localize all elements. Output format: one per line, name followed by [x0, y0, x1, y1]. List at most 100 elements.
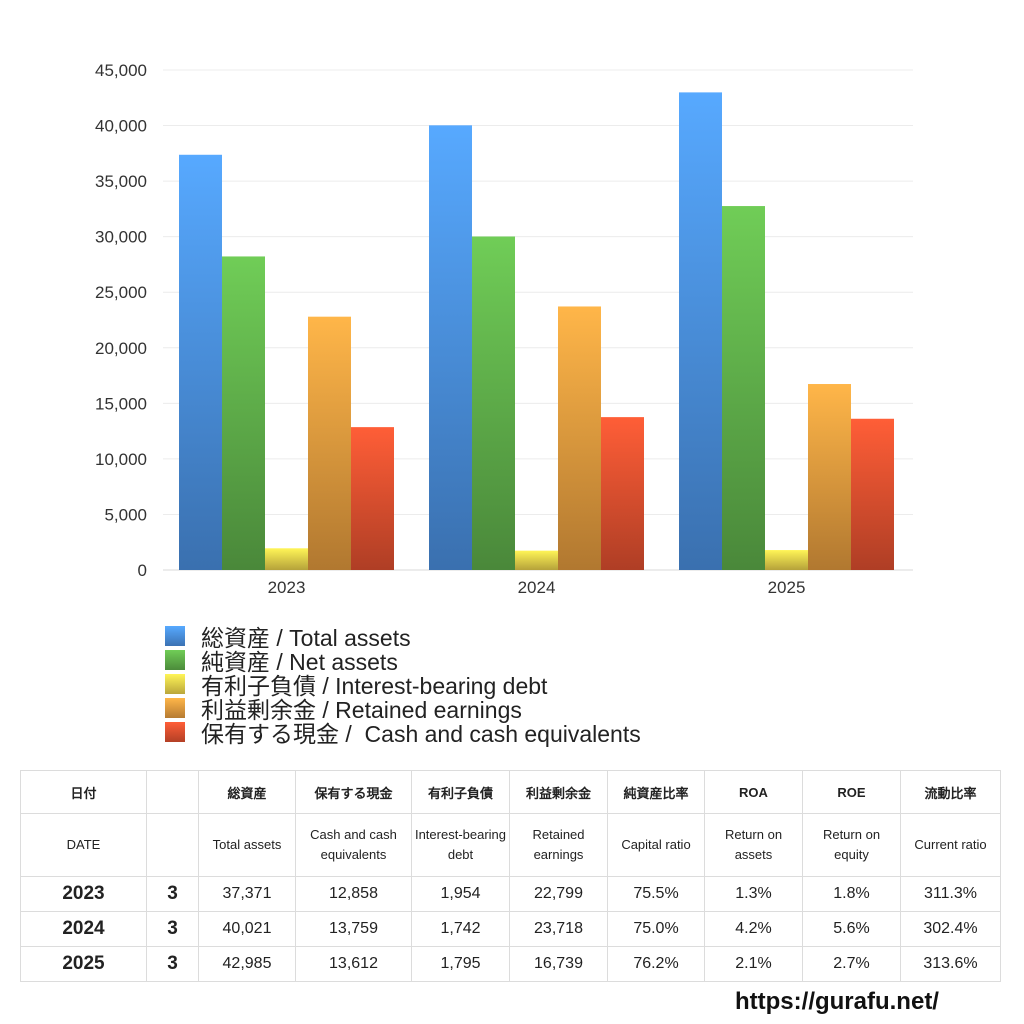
bar — [679, 92, 722, 570]
table-cell: DATE — [20, 813, 147, 877]
table-cell: 40,021 — [198, 911, 296, 947]
bar — [601, 417, 644, 570]
legend-label: 利益剰余金 / Retained earnings — [201, 697, 522, 723]
bar — [429, 125, 472, 571]
bar — [308, 316, 351, 570]
table-cell — [146, 770, 199, 814]
bar — [179, 154, 222, 570]
y-tick-label: 40,000 — [95, 117, 147, 136]
bar — [515, 550, 558, 570]
table-cell: 3 — [146, 946, 199, 982]
table-cell: Return on assets — [704, 813, 803, 877]
table-cell: 1.3% — [704, 876, 803, 912]
table-cell: Current ratio — [900, 813, 1001, 877]
table-cell: 流動比率 — [900, 770, 1001, 814]
table-cell: 42,985 — [198, 946, 296, 982]
legend-swatch — [165, 626, 185, 646]
table-cell: 2024 — [20, 911, 147, 947]
table-header-en: DATE Total assets Cash and cash equivalent… — [20, 813, 1001, 877]
bar — [222, 256, 265, 570]
legend-swatch — [165, 650, 185, 670]
legend-label: 有利子負債 / Interest-bearing debt — [201, 673, 548, 699]
table-cell: 302.4% — [900, 911, 1001, 947]
table-row: 2025 3 42,985 13,612 1,795 16,739 76.2% 2.1% 2.7… — [20, 946, 1001, 982]
table-cell: Retained earnings — [509, 813, 608, 877]
table-cell: 1,795 — [411, 946, 510, 982]
table-cell: 2.7% — [802, 946, 901, 982]
y-tick-label: 45,000 — [95, 61, 147, 80]
table-cell: 12,858 — [295, 876, 412, 912]
bar — [851, 418, 894, 570]
legend-swatch — [165, 722, 185, 742]
legend-item: 有利子負債 / Interest-bearing debt — [165, 672, 641, 699]
table-cell: 総資産 — [198, 770, 296, 814]
y-tick-label: 25,000 — [95, 283, 147, 302]
table-cell: 76.2% — [607, 946, 705, 982]
y-tick-label: 0 — [138, 561, 147, 580]
table-cell: 1,742 — [411, 911, 510, 947]
bars — [179, 92, 894, 571]
table-cell: 313.6% — [900, 946, 1001, 982]
table-cell: 2.1% — [704, 946, 803, 982]
y-tick-label: 5,000 — [104, 505, 147, 524]
bar — [808, 384, 851, 570]
table-cell: 75.0% — [607, 911, 705, 947]
table-cell: 5.6% — [802, 911, 901, 947]
legend-item: 総資産 / Total assets — [165, 624, 641, 651]
table-cell: 保有する現金 — [295, 770, 412, 814]
table-cell: 37,371 — [198, 876, 296, 912]
table-cell: 23,718 — [509, 911, 608, 947]
y-tick-label: 10,000 — [95, 450, 147, 469]
legend-item: 利益剰余金 / Retained earnings — [165, 696, 641, 723]
table-cell: 1.8% — [802, 876, 901, 912]
table-cell: 利益剰余金 — [509, 770, 608, 814]
table-cell: Cash and cash equivalents — [295, 813, 412, 877]
table-cell: 311.3% — [900, 876, 1001, 912]
table-cell: 純資産比率 — [607, 770, 705, 814]
table-cell: 有利子負債 — [411, 770, 510, 814]
table-cell: Return on equity — [802, 813, 901, 877]
table-cell — [146, 813, 199, 877]
bar — [558, 306, 601, 570]
table-cell: 4.2% — [704, 911, 803, 947]
y-tick-label: 20,000 — [95, 339, 147, 358]
x-axis-ticks: 2023 2024 2025 — [268, 578, 806, 597]
watermark-url: https://gurafu.net/ — [735, 988, 939, 1015]
x-tick-label: 2024 — [518, 578, 556, 597]
bar-chart: 45,000 40,000 35,000 30,000 25,000 20,000 15,0… — [95, 61, 913, 597]
table-cell: 13,612 — [295, 946, 412, 982]
table-cell: 3 — [146, 876, 199, 912]
bar — [265, 548, 308, 570]
legend-item: 保有する現金 / Cash and cash equivalents — [165, 720, 641, 747]
legend: 総資産 / Total assets 純資産 / Net assets 有利子負債 … — [165, 624, 641, 747]
table-row: 2024 3 40,021 13,759 1,742 23,718 75.0% 4.2% 5.6… — [20, 911, 1001, 947]
x-tick-label: 2025 — [768, 578, 806, 597]
table-row: 2023 3 37,371 12,858 1,954 22,799 75.5% 1.3% 1.8… — [20, 876, 1001, 912]
table-cell: Capital ratio — [607, 813, 705, 877]
table-cell: 16,739 — [509, 946, 608, 982]
legend-swatch — [165, 674, 185, 694]
bar — [351, 427, 394, 570]
grid-lines — [163, 69, 913, 571]
table-cell: 13,759 — [295, 911, 412, 947]
table-cell: 22,799 — [509, 876, 608, 912]
legend-label: 総資産 / Total assets — [201, 625, 411, 651]
bar — [722, 206, 765, 571]
legend-swatch — [165, 698, 185, 718]
table-header-jp: 日付 総資産 保有する現金 有利子負債 利益剰余金 純資産比率 ROA ROE 流動比率 — [20, 770, 1001, 814]
bar — [472, 236, 515, 570]
bar — [765, 550, 808, 570]
table-cell: 75.5% — [607, 876, 705, 912]
y-tick-label: 35,000 — [95, 172, 147, 191]
table-cell: Interest-bearing debt — [411, 813, 510, 877]
table-cell: Total assets — [198, 813, 296, 877]
y-tick-label: 15,000 — [95, 394, 147, 413]
table-cell: 2025 — [20, 946, 147, 982]
x-tick-label: 2023 — [268, 578, 306, 597]
table-cell: 日付 — [20, 770, 147, 814]
table-cell: 3 — [146, 911, 199, 947]
table-cell: 1,954 — [411, 876, 510, 912]
y-axis-ticks: 45,000 40,000 35,000 30,000 25,000 20,000 15,0… — [95, 61, 147, 580]
y-tick-label: 30,000 — [95, 228, 147, 247]
legend-label: 保有する現金 / Cash and cash equivalents — [201, 721, 641, 747]
